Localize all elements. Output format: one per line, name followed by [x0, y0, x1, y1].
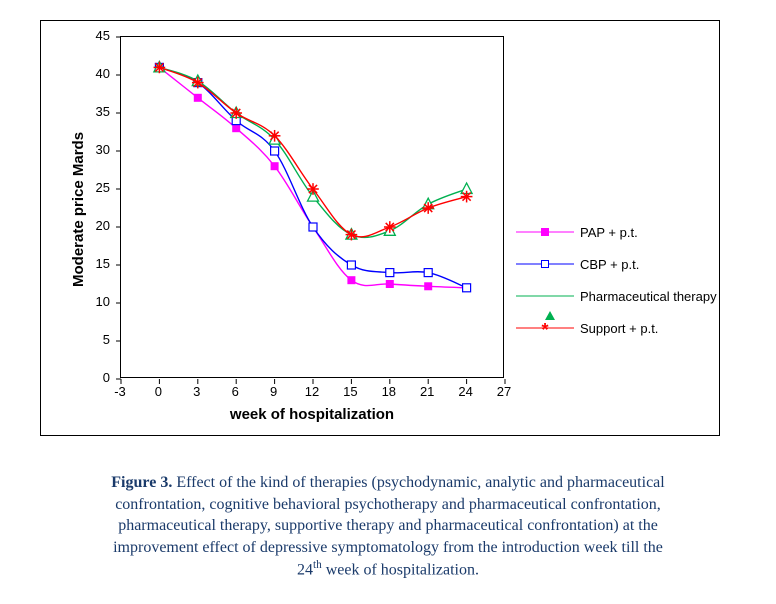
series-marker-support — [307, 183, 319, 195]
series-marker-cbp — [424, 269, 432, 277]
legend-item-pap: PAP + p.t. — [516, 216, 717, 248]
series-marker-pap — [347, 276, 355, 284]
y-tick-label: 15 — [96, 256, 110, 271]
series-line-cbp — [159, 67, 466, 287]
x-tick-label: 3 — [193, 384, 200, 399]
series-marker-pap — [232, 124, 240, 132]
y-tick-label: 25 — [96, 180, 110, 195]
caption-line-1: Effect of the kind of therapies (psychod… — [176, 474, 664, 491]
x-tick-label: 18 — [382, 384, 396, 399]
x-tick-label: 24 — [458, 384, 472, 399]
series-marker-cbp — [347, 261, 355, 269]
series-marker-support — [230, 107, 242, 119]
x-tick-label: 12 — [305, 384, 319, 399]
legend-swatch: * — [516, 318, 574, 338]
legend-swatch — [516, 222, 574, 242]
caption-line-5a: 24 — [297, 562, 313, 579]
series-line-support — [159, 67, 466, 236]
y-tick-label: 45 — [96, 28, 110, 43]
series-marker-cbp — [271, 147, 279, 155]
plot-area — [120, 36, 504, 378]
series-marker-cbp — [386, 269, 394, 277]
legend-item-cbp: CBP + p.t. — [516, 248, 717, 280]
y-tick-label: 0 — [103, 370, 110, 385]
x-tick-label: 9 — [270, 384, 277, 399]
caption-line-5b: week of hospitalization. — [322, 562, 479, 579]
x-tick-label: 0 — [155, 384, 162, 399]
series-marker-support — [422, 202, 434, 214]
figure-container: 0 5 10 15 20 25 30 35 40 45 -3 0 3 6 9 12 15 18 21 24 27 wee… — [0, 0, 776, 604]
series-marker-support — [192, 77, 204, 89]
y-tick-label: 10 — [96, 294, 110, 309]
x-axis-title: week of hospitalization — [230, 406, 394, 423]
x-tick-label: -3 — [114, 384, 126, 399]
series-marker-cbp — [309, 223, 317, 231]
series-marker-pap — [271, 162, 279, 170]
caption-line-3: pharmaceutical therapy, supportive thera… — [118, 517, 658, 534]
legend-item-pharma: Pharmaceutical therapy — [516, 280, 717, 312]
x-tick-label: 15 — [343, 384, 357, 399]
y-tick-label: 5 — [103, 332, 110, 347]
legend-swatch — [516, 254, 574, 274]
caption-prefix: Figure 3. — [111, 474, 172, 491]
x-tick-label: 6 — [232, 384, 239, 399]
series-marker-pap — [424, 282, 432, 290]
y-axis-title: Moderate price Mards — [70, 132, 87, 287]
y-tick-label: 30 — [96, 142, 110, 157]
y-tick-label: 20 — [96, 218, 110, 233]
figure-caption: Figure 3. Effect of the kind of therapie… — [28, 472, 748, 581]
y-tick-label: 40 — [96, 66, 110, 81]
series-marker-pap — [386, 280, 394, 288]
caption-line-2: confrontation, cognitive behavioral psyc… — [115, 496, 661, 513]
caption-sup: th — [313, 559, 322, 571]
legend: PAP + p.t. CBP + p.t. Pharmaceutical thera… — [516, 216, 717, 344]
legend-swatch — [516, 286, 574, 306]
series-marker-support — [384, 221, 396, 233]
legend-label: PAP + p.t. — [580, 225, 638, 240]
caption-line-4: improvement effect of depressive symptom… — [113, 539, 663, 556]
y-tick-label: 35 — [96, 104, 110, 119]
x-tick-label: 27 — [497, 384, 511, 399]
plot-svg — [121, 37, 505, 379]
legend-label: CBP + p.t. — [580, 257, 639, 272]
x-tick-label: 21 — [420, 384, 434, 399]
legend-label: Support + p.t. — [580, 321, 658, 336]
legend-label: Pharmaceutical therapy — [580, 289, 717, 304]
series-marker-cbp — [463, 284, 471, 292]
series-marker-pap — [194, 94, 202, 102]
series-line-pap — [159, 67, 466, 287]
